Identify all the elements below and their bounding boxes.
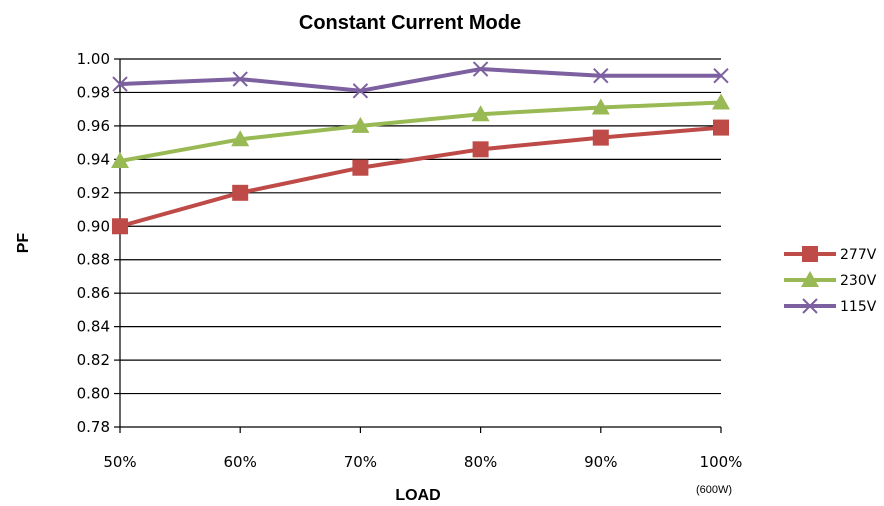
x-tick-label: 90% [584,453,617,471]
x-tick-label: 50% [103,453,136,471]
data-point [111,152,129,169]
data-point [713,68,729,84]
y-axis-title: PF [15,233,32,254]
legend-label: 277V [840,247,877,263]
series-line [119,100,722,164]
y-tick-label: 0.82 [77,351,110,369]
data-point [231,130,250,147]
data-point [591,98,610,115]
y-tick-label: 0.84 [77,318,110,336]
data-point [351,116,370,133]
x-tick-label: 70% [344,453,377,471]
y-tick-label: 0.92 [77,184,110,202]
axes [119,59,722,433]
series-group [111,61,730,235]
grid [114,58,721,428]
series-line [119,67,721,93]
data-point [112,76,128,92]
data-point [713,119,729,136]
y-tick-label: 0.86 [77,284,110,302]
data-point [471,105,490,122]
y-tick-label: 0.88 [77,251,110,269]
data-point [592,129,609,146]
legend-marker [801,271,819,287]
legend-marker [802,246,818,262]
data-point [232,184,249,201]
y-tick-label: 0.78 [77,418,110,436]
x-tick-label: 80% [464,453,497,471]
legend-marker [802,298,818,314]
chart-title: Constant Current Mode [299,12,521,34]
data-point [232,71,248,87]
x-tick-labels: 50% 60% 70% 80% 90% 100% [103,453,742,471]
y-tick-label: 0.96 [77,117,110,135]
legend-item-115V: 115V [784,298,877,315]
legend-item-277V: 277V [784,246,877,263]
x-tick-label: 100% [700,453,743,471]
y-tick-label: 0.80 [77,385,110,403]
y-tick-labels: 0.78 0.80 0.82 0.84 0.86 0.88 0.90 0.92 0.94 0.96… [77,50,110,436]
series-230V [111,93,730,169]
y-tick-label: 1.00 [77,50,110,68]
data-point [352,83,369,99]
data-point [593,68,609,84]
y-tick-label: 0.90 [77,217,110,235]
series-115V [112,61,729,99]
legend-item-230V: 230V [784,271,877,289]
data-point [352,159,369,176]
legend: 277V 230V 115V [784,246,877,315]
data-point [472,141,489,158]
y-tick-label: 0.94 [77,150,110,168]
series-277V [112,119,729,235]
data-point [472,61,489,77]
x-axis-note: (600W) [696,484,732,496]
data-point [712,93,730,110]
series-line [119,125,722,229]
data-point [112,218,128,235]
y-tick-label: 0.98 [77,83,110,101]
x-tick-label: 60% [224,453,257,471]
legend-label: 115V [840,299,877,315]
legend-label: 230V [840,273,877,289]
x-axis-title: LOAD [395,487,440,504]
